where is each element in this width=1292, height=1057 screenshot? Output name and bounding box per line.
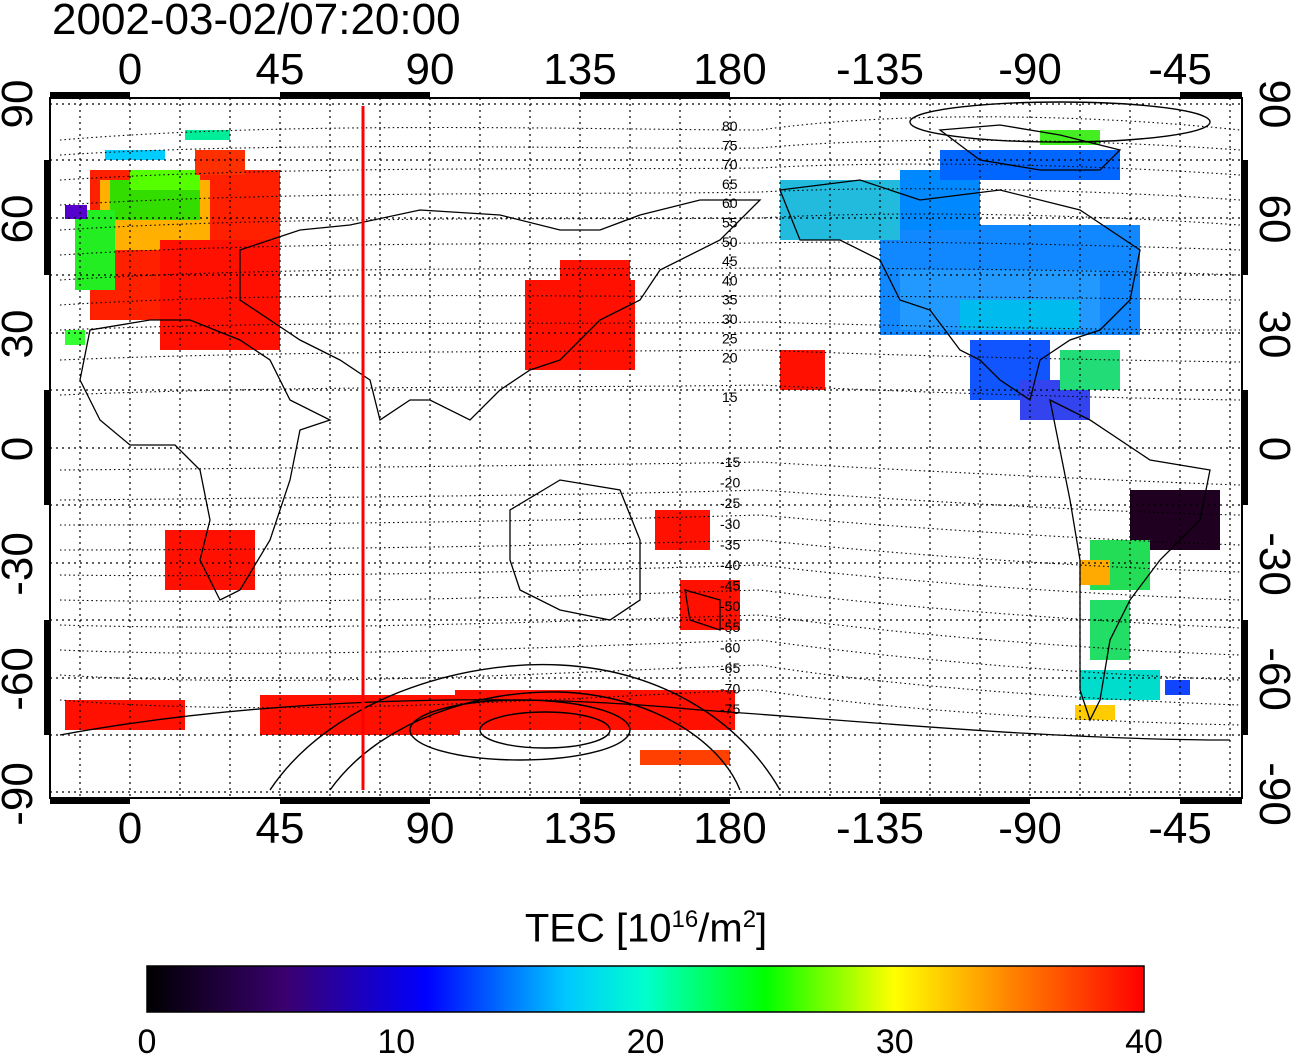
colorbar-tick: 0 xyxy=(138,1023,157,1057)
colorbar-tick: 20 xyxy=(627,1023,665,1057)
left-lat-tick: -30 xyxy=(0,532,42,596)
left-lat-tick: 60 xyxy=(0,195,42,244)
left-lat-tick: 0 xyxy=(0,437,42,461)
right-lat-tick: -90 xyxy=(1250,762,1292,826)
colorbar-title-end: ] xyxy=(756,906,768,951)
top-lon-tick: 0 xyxy=(118,45,142,94)
bottom-lon-tick: 90 xyxy=(406,804,455,853)
bottom-lon-tick: 0 xyxy=(118,804,142,853)
colorbar xyxy=(146,965,1145,1013)
contour-label: -65 xyxy=(720,660,740,676)
top-longitude-ticks: 0 45 90 135 180 -135 -90 -45 xyxy=(118,45,1212,94)
contour-label: -20 xyxy=(720,475,740,491)
bottom-lon-tick: 45 xyxy=(256,804,305,853)
top-lon-tick: -135 xyxy=(836,45,924,94)
bottom-lon-tick: -45 xyxy=(1148,804,1212,853)
contour-label: 40 xyxy=(722,272,738,288)
contour-label: -40 xyxy=(720,557,740,573)
colorbar-tick-labels: 0 10 20 30 40 xyxy=(138,1023,1163,1057)
south-pole-contours xyxy=(269,101,1211,791)
contour-label: -35 xyxy=(720,536,740,552)
bottom-longitude-ticks: 0 45 90 135 180 -135 -90 -45 xyxy=(118,804,1212,853)
contour-label: -15 xyxy=(720,454,740,470)
bottom-lon-tick: 135 xyxy=(543,804,616,853)
contour-label: -30 xyxy=(720,516,740,532)
contour-label: 30 xyxy=(722,311,738,327)
left-lat-tick: 30 xyxy=(0,310,42,359)
contour-label: 75 xyxy=(722,137,738,153)
contour-label: -45 xyxy=(720,578,740,594)
top-lon-tick: 135 xyxy=(543,45,616,94)
contour-label: 45 xyxy=(722,253,738,269)
left-lat-tick: 90 xyxy=(0,80,42,129)
top-lon-tick: -90 xyxy=(998,45,1062,94)
contour-labels-south: -15 -20 -25 -30 -35 -40 -45 -50 -55 -60 -65 -70 -75 xyxy=(720,454,740,717)
plot-title: 2002-03-02/07:20:00 xyxy=(52,0,461,44)
left-lat-tick: -90 xyxy=(0,762,42,826)
left-latitude-ticks: 90 60 30 0 -30 -60 -90 xyxy=(0,80,42,826)
contour-label: 65 xyxy=(722,176,738,192)
right-lat-tick: 60 xyxy=(1250,195,1292,244)
colorbar-tick: 10 xyxy=(377,1023,415,1057)
colorbar-title-main: TEC [10 xyxy=(524,906,672,951)
contour-label: 20 xyxy=(722,350,738,366)
contour-label: -50 xyxy=(720,598,740,614)
contour-label: -55 xyxy=(720,619,740,635)
top-lon-tick: 90 xyxy=(406,45,455,94)
frame-bars xyxy=(44,92,1248,804)
colorbar-title-exponent-2: 2 xyxy=(742,906,757,933)
colorbar-title-exponent: 16 xyxy=(671,906,699,933)
contour-label: -70 xyxy=(720,681,740,697)
colorbar-title-unit: /m xyxy=(698,906,743,951)
top-lon-tick: 180 xyxy=(693,45,766,94)
colorbar-tick: 40 xyxy=(1125,1023,1163,1057)
bottom-lon-tick: -135 xyxy=(836,804,924,853)
top-lon-tick: -45 xyxy=(1148,45,1212,94)
contour-label: -75 xyxy=(720,701,740,717)
right-lat-tick: -60 xyxy=(1250,647,1292,711)
contour-label: -25 xyxy=(720,495,740,511)
contour-label: 50 xyxy=(722,234,738,250)
bottom-lon-tick: -90 xyxy=(998,804,1062,853)
contour-label: 60 xyxy=(722,195,738,211)
colorbar-title: TEC [1016/m2] xyxy=(0,906,1292,951)
bottom-lon-tick: 180 xyxy=(693,804,766,853)
graticule xyxy=(50,98,1242,798)
contour-label: 80 xyxy=(722,118,738,134)
contour-label: 70 xyxy=(722,157,738,173)
contour-label: -60 xyxy=(720,639,740,655)
contour-label: 35 xyxy=(722,292,738,308)
contour-labels-north: 80 75 70 65 60 55 50 45 40 35 30 25 20 15 xyxy=(722,118,738,405)
right-latitude-ticks: 90 60 30 0 -30 -60 -90 xyxy=(1250,80,1292,826)
left-lat-tick: -60 xyxy=(0,647,42,711)
colorbar-tick: 30 xyxy=(876,1023,914,1057)
contour-label: 55 xyxy=(722,215,738,231)
right-lat-tick: -30 xyxy=(1250,532,1292,596)
right-lat-tick: 30 xyxy=(1250,310,1292,359)
right-lat-tick: 0 xyxy=(1250,437,1292,461)
right-lat-tick: 90 xyxy=(1250,80,1292,129)
top-lon-tick: 45 xyxy=(256,45,305,94)
contour-label: 25 xyxy=(722,330,738,346)
coastlines xyxy=(59,124,1231,741)
contour-label: 15 xyxy=(722,389,738,405)
